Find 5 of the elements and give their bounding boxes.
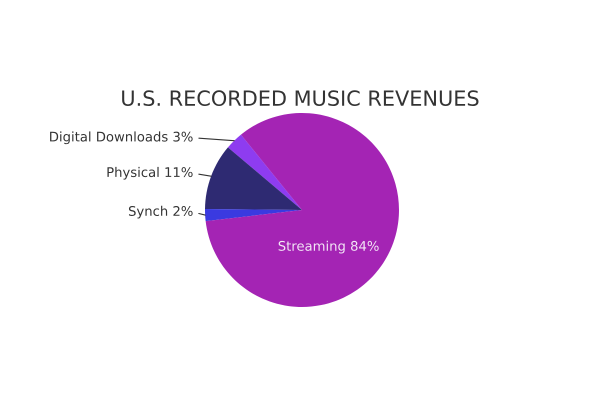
slice-label: Synch 2% bbox=[128, 206, 193, 219]
chart-title: U.S. RECORDED MUSIC REVENUES bbox=[122, 90, 478, 106]
slice-label: Physical 11% bbox=[107, 166, 193, 180]
slice-label: Streaming 84% bbox=[278, 240, 379, 254]
slice-label: Digital Downloads 3% bbox=[50, 131, 193, 144]
